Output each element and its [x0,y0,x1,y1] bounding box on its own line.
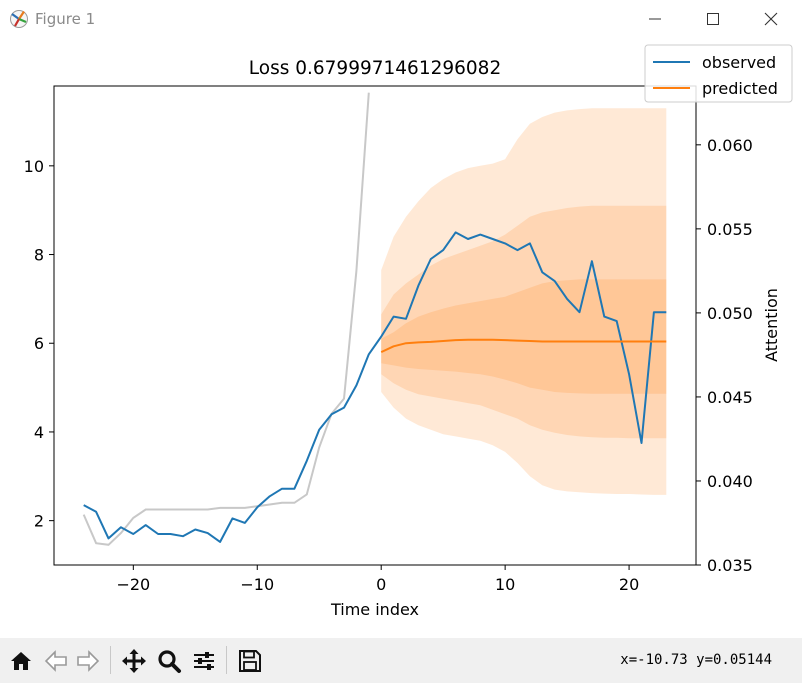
y2-tick-label: 0.045 [707,388,753,407]
zoom-button[interactable] [153,646,183,676]
x-tick-label: 10 [495,575,515,594]
x-tick-label: −10 [240,575,274,594]
minimize-button[interactable] [630,0,680,38]
x-tick-label: 20 [619,575,639,594]
y-tick-label: 8 [34,246,44,265]
x-tick-label: 0 [376,575,386,594]
save-button[interactable] [234,646,264,676]
prediction-band-3 [381,279,667,394]
toolbar-separator [226,646,227,674]
home-icon [11,652,31,670]
maximize-icon [707,13,719,25]
legend-label-predicted: predicted [702,79,778,98]
y-tick-label: 6 [34,334,44,353]
x-tick-label: −20 [116,575,150,594]
forward-button[interactable] [72,646,102,676]
back-arrow-icon [44,650,67,672]
sliders-icon [194,652,214,670]
series-lines [82,92,667,546]
figure-canvas[interactable]: −20 −10 0 10 20 2 4 6 8 10 0.035 0.040 0.045 0.050 0.0… [0,38,802,638]
x-axis-label: Time index [330,600,419,619]
legend-label-observed: observed [702,53,776,72]
series-line-observed [83,231,667,543]
cursor-coordinates: x=-10.73 y=0.05144 [620,652,772,668]
magnifier-icon [158,650,181,673]
prediction-band-1 [381,108,667,495]
matplotlib-app-icon [9,9,29,29]
window-title: Figure 1 [35,10,96,28]
back-button[interactable] [40,646,70,676]
y2-tick-label: 0.055 [707,220,753,239]
y-tick-label: 10 [24,157,44,176]
maximize-button[interactable] [688,0,738,38]
pan-icon [122,649,146,673]
legend: observed predicted [644,44,793,103]
attention-line [82,92,370,546]
toolbar-separator [110,646,111,674]
forward-arrow-icon [77,650,100,672]
minimize-icon [649,18,661,20]
prediction-bands [381,108,667,495]
prediction-band-2 [381,205,667,439]
chart-title: Loss 0.6799971461296082 [249,58,501,79]
pan-button[interactable] [118,646,148,676]
configure-subplots-button[interactable] [188,646,218,676]
y2-tick-label: 0.060 [707,136,753,155]
window-titlebar: Figure 1 [0,0,802,38]
close-button[interactable] [746,0,796,38]
y-tick-label: 2 [34,512,44,531]
right-axis-label: Attention [762,288,781,362]
y2-tick-label: 0.050 [707,304,753,323]
navigation-toolbar: x=-10.73 y=0.05144 [0,638,802,683]
series-line-predicted [380,338,667,354]
close-icon [764,12,778,26]
home-button[interactable] [5,646,35,676]
y2-tick-label: 0.035 [707,556,753,575]
y2-tick-label: 0.040 [707,472,753,491]
y-tick-label: 4 [34,423,44,442]
axes-frame [53,85,697,566]
save-icon [239,650,261,672]
axis-ticks: −20 −10 0 10 20 2 4 6 8 10 0.035 0.040 0.045 0.050 0.0… [24,136,753,594]
